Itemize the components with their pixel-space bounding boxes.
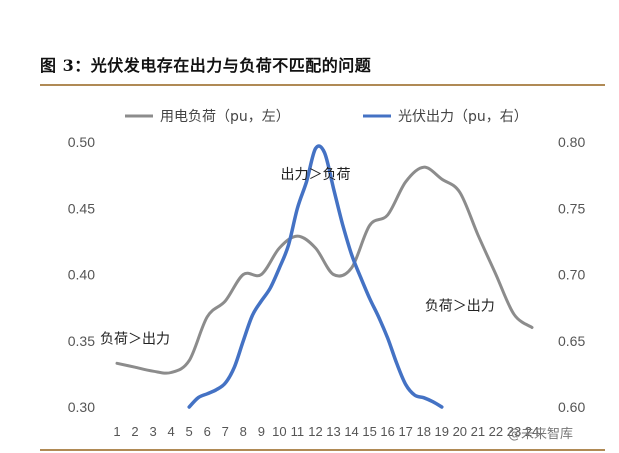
bottom-rule [40,449,605,451]
x-tick-label: 13 [326,424,340,439]
x-tick-label: 14 [344,424,358,439]
left-y-tick-label: 0.50 [68,134,95,150]
figure-title: 图 3：光伏发电存在出力与负荷不匹配的问题 [40,56,372,75]
x-tick-label: 23 [507,424,521,439]
x-tick-label: 7 [222,424,229,439]
annotation-label: 出力＞负荷 [280,167,350,183]
legend: 用电负荷（pu，左） 光伏出力（pu，右） [125,109,528,125]
x-tick-label: 11 [291,424,305,439]
x-tick-label: 10 [272,424,286,439]
right-y-axis: 0.60 0.65 0.70 0.75 0.80 [558,134,585,415]
watermark: @未来智库 [508,427,574,442]
x-tick-label: 1 [113,424,120,439]
annotation-label: 负荷＞出力 [100,331,170,347]
left-y-tick-label: 0.40 [68,267,95,283]
top-rule [40,84,605,86]
series-line-load [115,165,534,375]
left-y-tick-label: 0.45 [68,200,95,216]
right-y-tick-label: 0.60 [558,399,585,415]
series-line-pv [187,144,444,409]
x-tick-label: 18 [417,424,431,439]
right-y-tick-label: 0.75 [558,200,585,216]
x-tick-label: 19 [435,424,449,439]
left-y-tick-label: 0.35 [68,333,95,349]
right-y-tick-label: 0.80 [558,134,585,150]
left-y-tick-label: 0.30 [68,399,95,415]
x-tick-label: 5 [186,424,193,439]
right-y-tick-label: 0.70 [558,267,585,283]
x-tick-label: 2 [131,424,138,439]
x-tick-label: 8 [240,424,247,439]
x-tick-label: 15 [362,424,376,439]
x-tick-label: 20 [453,424,467,439]
annotation-label: 负荷＞出力 [425,298,495,314]
series-group [115,144,534,409]
x-tick-label: 16 [380,424,394,439]
x-tick-label: 17 [398,424,412,439]
legend-label-pv: 光伏出力（pu，右） [398,109,528,125]
x-tick-label: 21 [471,424,485,439]
x-axis: 1 2 3 4 5 6 7 8 9 10 11 12 13 14 15 16 17 18 19 20 21 22 23 24 [113,424,539,439]
x-tick-label: 22 [489,424,503,439]
legend-label-load: 用电负荷（pu，左） [160,109,290,125]
x-tick-label: 12 [308,424,322,439]
x-tick-label: 9 [258,424,265,439]
x-tick-label: 4 [168,424,175,439]
left-y-axis: 0.30 0.35 0.40 0.45 0.50 [68,134,95,415]
x-tick-label: 24 [525,424,539,439]
x-tick-label: 6 [204,424,211,439]
x-tick-label: 3 [149,424,156,439]
right-y-tick-label: 0.65 [558,333,585,349]
